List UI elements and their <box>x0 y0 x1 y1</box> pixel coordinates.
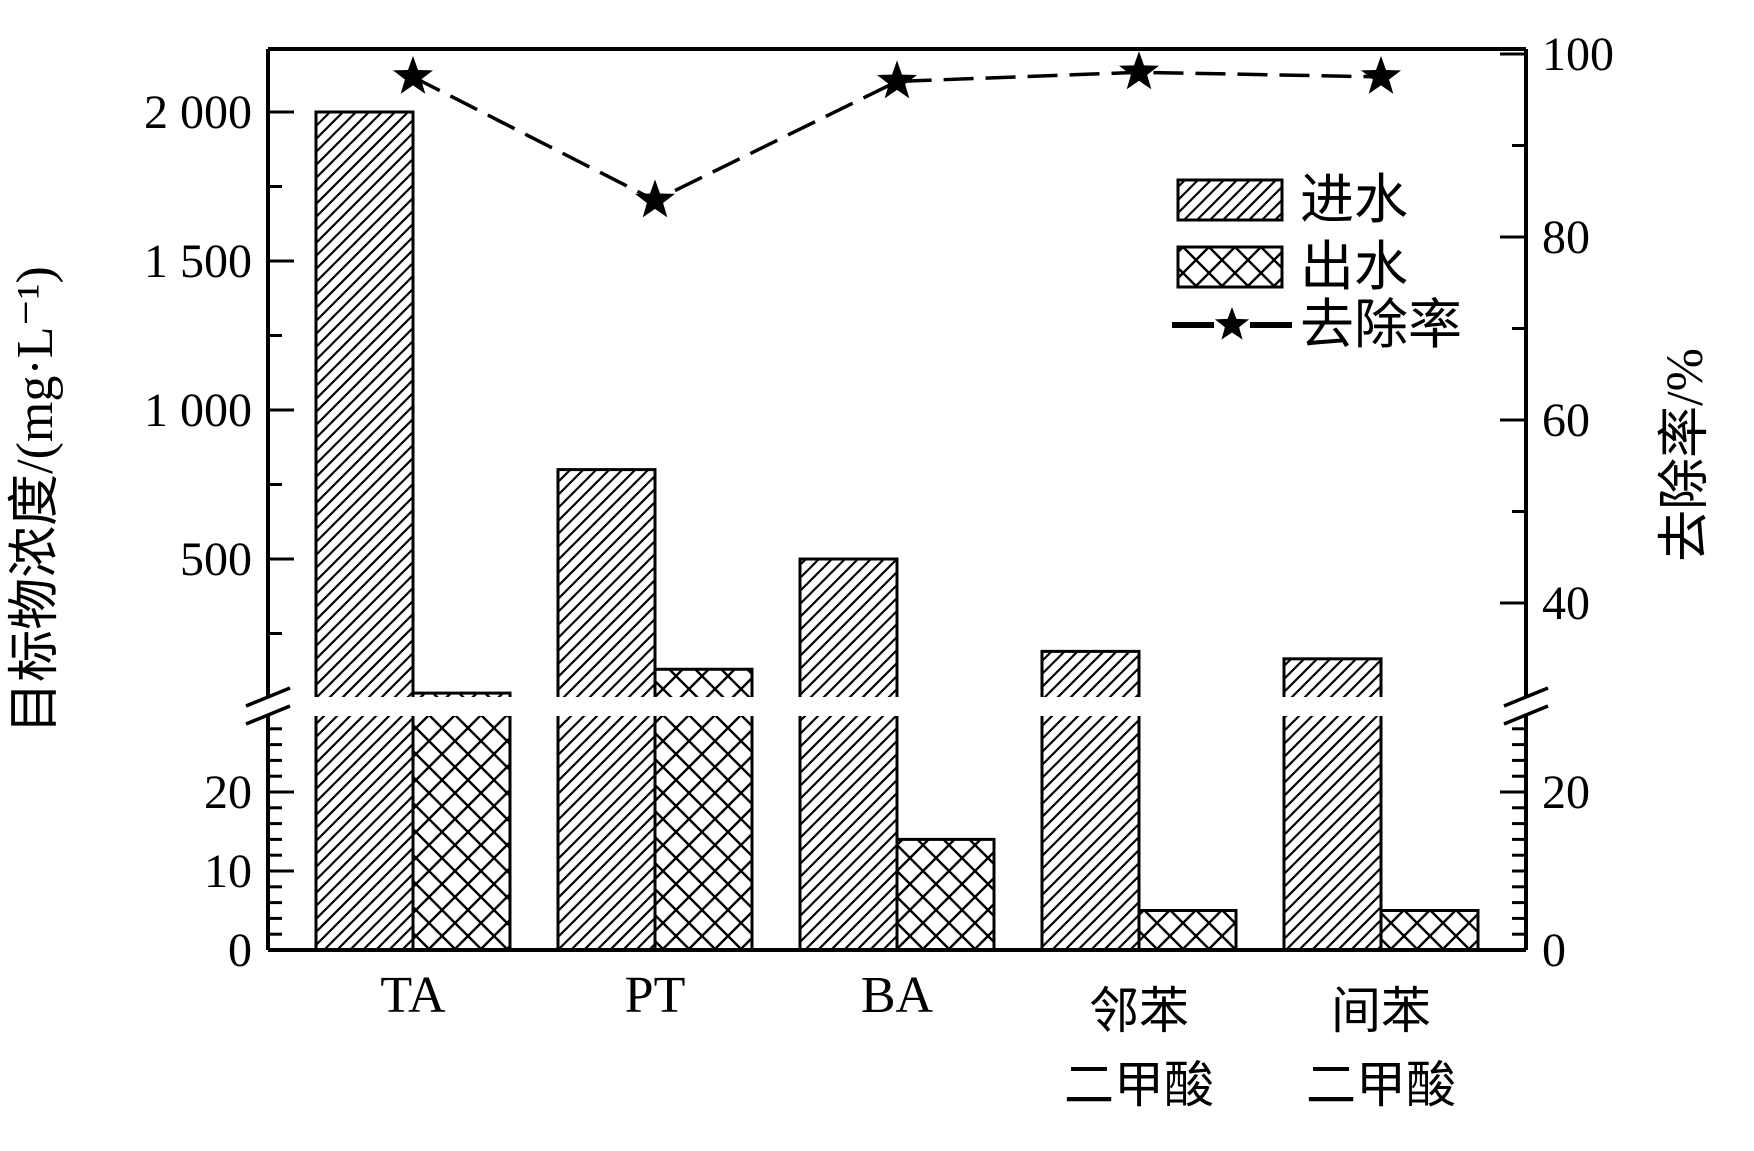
axis-break-slash <box>245 704 291 726</box>
tick-label-left-0: 0 <box>228 924 252 977</box>
left-axis-title: 目标物浓度/(mg·L⁻¹) <box>7 266 64 734</box>
tick-label-right-0: 0 <box>1542 924 1566 977</box>
bar-influent-2 <box>798 557 899 952</box>
legend-label-effluent: 出水 <box>1300 237 1408 297</box>
x-tick-label-1: PT <box>625 967 686 1024</box>
legend-swatch-effluent <box>1176 245 1284 289</box>
star-marker-3 <box>1119 51 1159 90</box>
axis-break-slash <box>245 686 291 708</box>
bar-effluent-1 <box>653 667 754 952</box>
bar-effluent-0 <box>411 691 512 952</box>
x-tick-label-4: 间苯 <box>1331 983 1431 1039</box>
right-axis-title: 去除率/% <box>1657 348 1714 562</box>
star-marker-1 <box>635 179 675 218</box>
axes-layer <box>245 47 1549 952</box>
legend-swatch-influent <box>1176 178 1284 222</box>
tick-label-left-1000: 1 000 <box>144 384 252 437</box>
tick-label-left-10: 10 <box>204 845 252 898</box>
axis-break-gap-right <box>1521 698 1531 715</box>
tick-label-right-60: 60 <box>1542 394 1590 447</box>
tick-label-right-20: 20 <box>1542 766 1590 819</box>
tick-label-left-1500: 1 500 <box>144 235 252 288</box>
legend-label-removal: 去除率 <box>1300 295 1462 355</box>
tick-label-left-2000: 2 000 <box>144 86 252 139</box>
tick-label-right-80: 80 <box>1542 211 1590 264</box>
tick-label-right-100: 100 <box>1542 28 1614 81</box>
bar-influent-3 <box>1040 649 1141 952</box>
axis-break-band <box>271 697 1523 716</box>
axis-break-slash <box>1503 704 1549 726</box>
axis-break-gap-left <box>263 698 273 715</box>
star-marker-4 <box>1361 55 1401 94</box>
legend: 进水 出水 去除率 <box>1172 170 1462 355</box>
bar-effluent-2 <box>895 837 996 952</box>
tick-label-right-40: 40 <box>1542 577 1590 630</box>
legend-star-icon <box>1214 307 1250 340</box>
legend-label-influent: 进水 <box>1300 170 1408 230</box>
x-tick-label-3: 邻苯 <box>1089 983 1189 1039</box>
bar-influent-0 <box>314 110 415 952</box>
star-marker-2 <box>877 60 917 99</box>
x-tick-label-3-line2: 二甲酸 <box>1064 1057 1214 1113</box>
bar-effluent-3 <box>1137 909 1238 952</box>
removal-rate-line <box>412 70 1382 203</box>
star-marker-0 <box>393 55 433 94</box>
tick-label-left-500: 500 <box>180 533 252 586</box>
x-tick-label-2: BA <box>861 967 934 1024</box>
x-tick-label-0: TA <box>380 967 446 1024</box>
x-tick-label-4-line2: 二甲酸 <box>1306 1057 1456 1113</box>
removal-rate-line-layer <box>393 51 1401 218</box>
axis-break-slash <box>1503 686 1549 708</box>
bar-effluent-4 <box>1379 909 1480 952</box>
tick-label-left-20: 20 <box>204 766 252 819</box>
